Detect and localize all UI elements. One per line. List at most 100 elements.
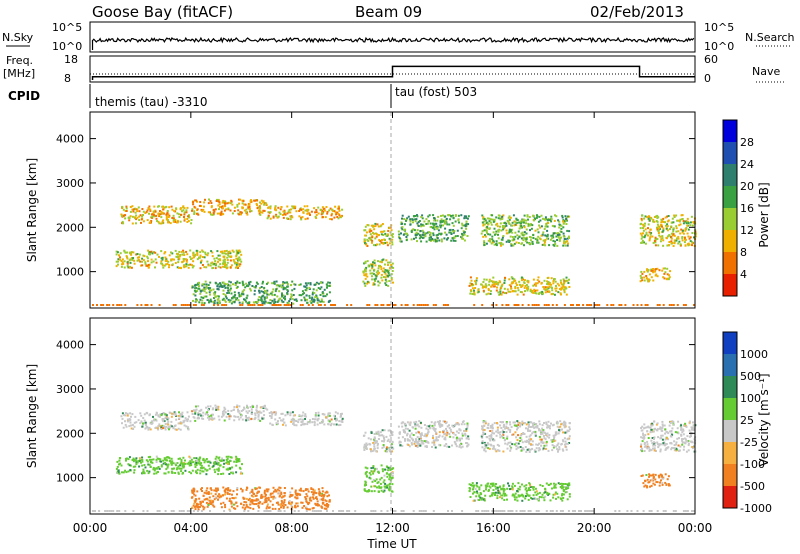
scatter-cell	[496, 429, 499, 431]
scatter-cell	[280, 499, 283, 502]
scatter-cell	[440, 240, 443, 243]
scatter-cell	[202, 505, 204, 508]
scatter-cell	[179, 464, 182, 467]
scatter-cell	[157, 466, 160, 468]
scatter-cell	[662, 267, 665, 270]
scatter-cell	[427, 215, 430, 218]
scatter-cell	[420, 240, 423, 243]
scatter-cell	[535, 216, 538, 219]
scatter-cell	[305, 497, 308, 500]
scatter-cell	[265, 296, 268, 299]
scatter-cell	[122, 214, 125, 217]
scatter-cell	[126, 251, 129, 254]
scatter-cell	[171, 252, 174, 255]
scatter-cell	[229, 467, 231, 470]
scatter-cell	[256, 498, 259, 501]
scatter-cell	[220, 415, 223, 418]
scatter-cell	[278, 508, 281, 510]
scatter-cell	[524, 440, 527, 443]
scatter-cell	[480, 232, 483, 235]
scatter-cell	[482, 216, 485, 219]
scatter-cell	[315, 504, 318, 507]
scatter-cell	[213, 468, 216, 471]
scatter-cell	[328, 500, 331, 503]
scatter-cell	[222, 213, 225, 216]
scatter-cell	[238, 460, 241, 463]
scatter-cell	[530, 291, 533, 294]
scatter-cell	[515, 304, 518, 306]
scatter-cell	[521, 291, 523, 294]
scatter-cell	[381, 239, 383, 241]
scatter-cell	[385, 446, 388, 449]
scatter-cell	[256, 282, 259, 285]
scatter-cell	[326, 210, 329, 213]
scatter-cell	[670, 225, 673, 228]
scatter-cell	[319, 498, 322, 501]
scatter-cell	[551, 287, 553, 289]
scatter-cell	[317, 212, 320, 215]
scatter-cell	[230, 502, 233, 505]
scatter-cell	[186, 420, 189, 423]
scatter-cell	[365, 231, 368, 234]
scatter-cell	[438, 443, 441, 446]
scatter-cell	[365, 484, 367, 486]
scatter-cell	[687, 235, 690, 238]
scatter-cell	[693, 304, 695, 306]
scatter-cell	[438, 239, 441, 242]
scatter-cell	[423, 232, 426, 235]
scatter-cell	[245, 208, 248, 211]
colorbar-segment	[723, 120, 737, 142]
scatter-cell	[370, 224, 373, 227]
scatter-cell	[520, 433, 523, 435]
scatter-cell	[681, 214, 684, 217]
scatter-cell	[527, 426, 530, 428]
scatter-cell	[410, 238, 413, 241]
scatter-cell	[373, 259, 376, 262]
scatter-cell	[546, 432, 549, 435]
scatter-cell	[240, 213, 242, 216]
scatter-cell	[382, 267, 385, 270]
scatter-cell	[213, 489, 216, 492]
scatter-cell	[677, 230, 680, 233]
scatter-cell	[647, 215, 650, 218]
scatter-cell	[433, 224, 436, 227]
scatter-cell	[482, 289, 485, 292]
scatter-cell	[683, 241, 686, 244]
scatter-cell	[188, 455, 191, 458]
scatter-cell	[225, 267, 228, 270]
scatter-cell	[194, 505, 196, 508]
scatter-cell	[656, 304, 659, 306]
scatter-cell	[314, 211, 317, 214]
scatter-cell	[542, 292, 544, 295]
scatter-cell	[382, 481, 385, 484]
scatter-cell	[266, 408, 269, 411]
scatter-cell	[506, 443, 509, 446]
scatter-cell	[199, 298, 202, 301]
scatter-cell	[502, 431, 505, 433]
scatter-cell	[457, 431, 460, 434]
scatter-cell	[323, 507, 326, 510]
scatter-cell	[448, 433, 451, 435]
scatter-cell	[560, 236, 562, 239]
scatter-cell	[142, 254, 145, 257]
scatter-cell	[192, 254, 195, 257]
scatter-cell	[554, 280, 557, 283]
scatter-cell	[315, 217, 318, 219]
scatter-cell	[590, 304, 593, 306]
scatter-cell	[499, 218, 502, 221]
scatter-cell	[207, 504, 210, 506]
scatter-cell	[448, 214, 451, 217]
scatter-cell	[488, 283, 491, 286]
scatter-cell	[240, 292, 243, 295]
scatter-cell	[511, 443, 514, 446]
scatter-cell	[453, 440, 456, 443]
scatter-cell	[149, 413, 151, 416]
scatter-cell	[452, 224, 455, 227]
scatter-cell	[462, 230, 465, 233]
scatter-cell	[537, 235, 540, 238]
scatter-cell	[140, 264, 143, 267]
scatter-cell	[505, 229, 508, 232]
scatter-cell	[136, 216, 139, 219]
scatter-cell	[544, 291, 547, 294]
scatter-cell	[216, 212, 219, 215]
